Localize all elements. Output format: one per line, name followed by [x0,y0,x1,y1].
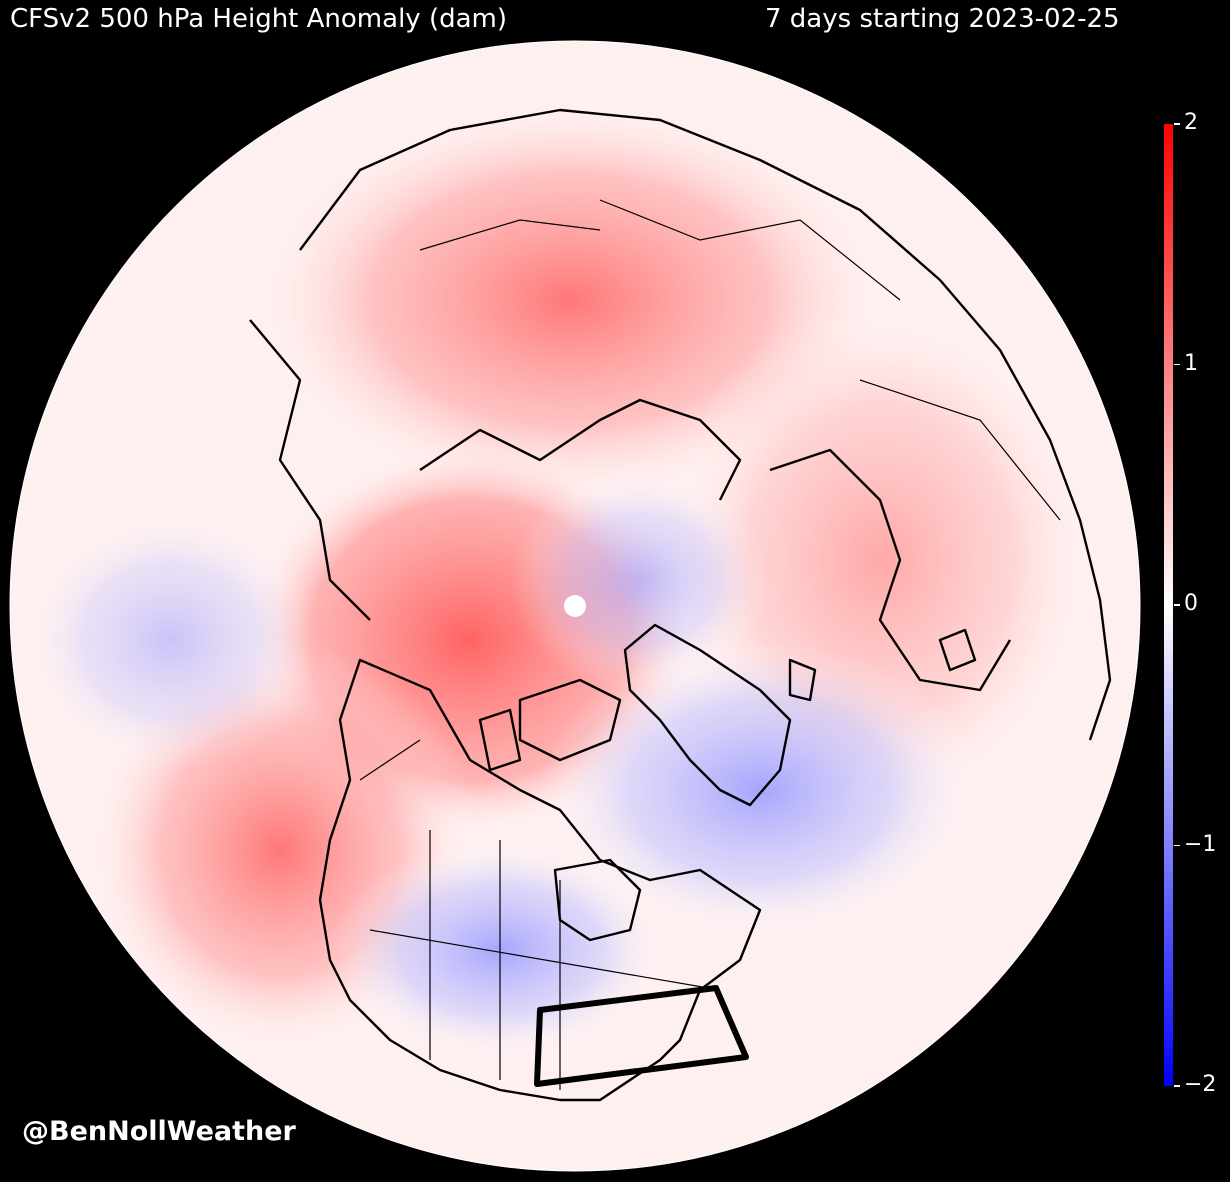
colorbar-tick-label: 1 [1184,350,1198,376]
colorbar [1164,124,1173,1086]
colorbar-tick [1174,123,1180,125]
colorbar-tick-label: −1 [1184,831,1217,857]
colorbar-tick [1174,844,1180,847]
colorbar-tick [1174,363,1180,366]
anomaly-low-greenland [510,470,770,690]
colorbar-tick [1174,604,1180,606]
colorbar-tick [1174,1085,1180,1087]
anomaly-low-atlantic [540,640,980,940]
globe-boundary [9,40,1141,1172]
colorbar-tick-label: 0 [1184,591,1198,616]
anomaly-field [10,41,1140,1171]
credit-label: @BenNollWeather [22,1116,296,1147]
highlight-box [534,985,749,1087]
colorbar-tick-label: 2 [1184,110,1198,135]
coastlines [249,108,1112,1102]
north-pole-marker [564,595,586,617]
anomaly-low-pacific [20,510,320,770]
period-label: 7 days starting 2023-02-25 [765,4,1120,34]
borders [359,199,1061,1090]
colorbar-tick-label: −2 [1184,1072,1217,1097]
chart-title: CFSv2 500 hPa Height Anomaly (dam) [10,4,507,34]
